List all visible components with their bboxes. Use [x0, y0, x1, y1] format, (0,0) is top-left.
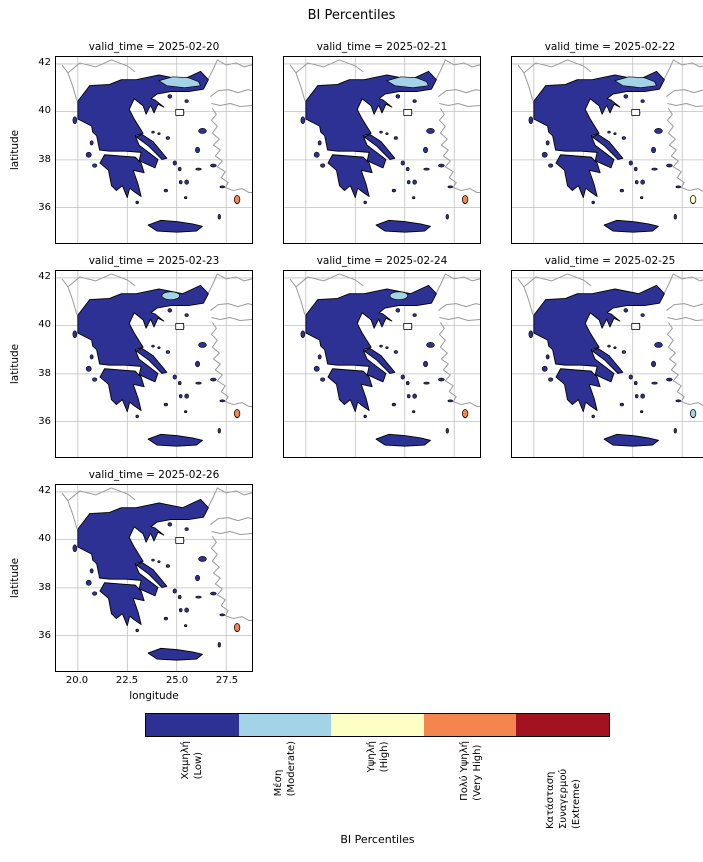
y-axis-label: latitude — [9, 343, 21, 385]
greece-landmass-icon — [72, 70, 241, 233]
facet-title: valid_time = 2025-02-25 — [544, 255, 676, 267]
y-tick-label: 36 — [38, 630, 51, 641]
x-tick-label: 25.0 — [165, 675, 189, 686]
x-tick-label: 27.5 — [215, 675, 239, 686]
map-plot — [283, 56, 481, 244]
missing-data-cell — [631, 109, 641, 116]
figure-title: BI Percentiles — [307, 8, 396, 23]
colorbar-category-label: Πολύ Υψηλή (Very High) — [458, 741, 483, 801]
missing-data-cell — [175, 537, 185, 544]
greece-map — [511, 56, 703, 244]
y-tick-label: 36 — [38, 202, 51, 213]
missing-data-cell — [631, 323, 641, 330]
greece-map — [55, 270, 253, 458]
facet-title: valid_time = 2025-02-23 — [88, 255, 220, 267]
colorbar-category-label: Μέση (Moderate) — [272, 741, 297, 797]
facet-panel: valid_time = 2025-02-22 — [511, 40, 703, 244]
colorbar-segment — [423, 714, 517, 736]
moderate-region-north — [614, 76, 658, 89]
greece-landmass-icon — [528, 284, 697, 447]
y-tick-label: 38 — [38, 154, 51, 165]
y-axis-label: latitude — [9, 129, 21, 171]
colorbar-category-label: Υψηλή (High) — [365, 741, 390, 773]
alert-spot-rhodes — [233, 623, 241, 632]
x-axis-label: longitude — [129, 690, 179, 702]
facet-title: valid_time = 2025-02-22 — [544, 41, 676, 53]
missing-data-cell — [403, 109, 413, 116]
alert-spot-rhodes — [461, 195, 469, 204]
colorbar-segment — [146, 714, 239, 736]
moderate-region-north — [158, 76, 202, 89]
facet-panel: valid_time = 2025-02-24 — [283, 254, 481, 458]
y-tick-label: 42 — [38, 57, 51, 68]
colorbar-category-label: Χαμηλή (Low) — [179, 741, 204, 780]
x-tick-label: 22.5 — [115, 675, 139, 686]
y-tick-label: 38 — [38, 582, 51, 593]
colorbar-labels: Χαμηλή (Low) Μέση (Moderate) Υψηλή (High) Πολύ… — [145, 741, 610, 829]
y-tick-label: 42 — [38, 271, 51, 282]
x-tick-label: 20.0 — [65, 675, 89, 686]
alert-spot-rhodes — [233, 409, 241, 418]
facet-panel: valid_time = 2025-02-20 — [38, 40, 253, 244]
moderate-region-small — [161, 291, 181, 301]
colorbar-segment — [516, 714, 609, 736]
missing-data-cell — [175, 109, 185, 116]
map-plot: 42 40 38 36 — [38, 56, 253, 244]
map-plot: 42 40 38 36 — [38, 270, 253, 458]
facet-panel: valid_time = 2025-02-23 — [38, 254, 253, 458]
alert-spot-rhodes — [689, 409, 697, 418]
greece-map — [511, 270, 703, 458]
facet-title: valid_time = 2025-02-24 — [316, 255, 448, 267]
facet-title: valid_time = 2025-02-20 — [88, 41, 220, 53]
y-tick-label: 40 — [38, 319, 51, 330]
greece-landmass-icon — [300, 70, 469, 233]
moderate-region-small — [389, 291, 409, 301]
missing-data-cell — [403, 323, 413, 330]
colorbar-segment — [238, 714, 332, 736]
y-tick-label: 40 — [38, 533, 51, 544]
colorbar-axis-label: BI Percentiles — [340, 833, 415, 846]
colorbar-label-cell: Κατάσταση Συναγερμού (Extreme) — [517, 741, 610, 829]
colorbar-label-cell: Χαμηλή (Low) — [145, 741, 238, 829]
facet-title: valid_time = 2025-02-26 — [88, 469, 220, 481]
colorbar-category-label: Κατάσταση Συναγερμού (Extreme) — [545, 768, 582, 829]
colorbar — [145, 713, 610, 737]
colorbar-label-cell: Πολύ Υψηλή (Very High) — [424, 741, 517, 829]
greece-map — [55, 56, 253, 244]
y-tick-label: 38 — [38, 368, 51, 379]
alert-spot-rhodes — [461, 409, 469, 418]
colorbar-label-cell: Μέση (Moderate) — [238, 741, 331, 829]
facet-panel: valid_time = 2025-02-26 — [38, 468, 253, 702]
missing-data-cell — [175, 323, 185, 330]
alert-spot-rhodes — [233, 195, 241, 204]
greece-landmass-icon — [72, 284, 241, 447]
facet-title: valid_time = 2025-02-21 — [316, 41, 448, 53]
y-tick-label: 42 — [38, 485, 51, 496]
greece-landmass-icon — [300, 284, 469, 447]
y-tick-label: 40 — [38, 105, 51, 116]
colorbar-segment — [331, 714, 424, 736]
facet-panel: valid_time = 2025-02-21 — [283, 40, 481, 244]
greece-map — [283, 56, 481, 244]
facet-grid: valid_time = 2025-02-20 — [38, 40, 703, 702]
greece-landmass-icon — [528, 70, 697, 233]
colorbar-label-cell: Υψηλή (High) — [331, 741, 424, 829]
map-plot: 42 40 38 36 20.0 22.5 25.0 27.5 longitude — [38, 484, 253, 702]
moderate-region-north — [386, 76, 430, 89]
map-plot — [511, 56, 703, 244]
greece-map — [55, 484, 253, 672]
map-plot — [511, 270, 703, 458]
y-axis-label: latitude — [9, 557, 21, 599]
alert-spot-rhodes — [689, 195, 697, 204]
greece-map — [283, 270, 481, 458]
y-tick-label: 36 — [38, 416, 51, 427]
greece-landmass-icon — [72, 498, 241, 661]
facet-panel: valid_time = 2025-02-25 — [511, 254, 703, 458]
map-plot — [283, 270, 481, 458]
